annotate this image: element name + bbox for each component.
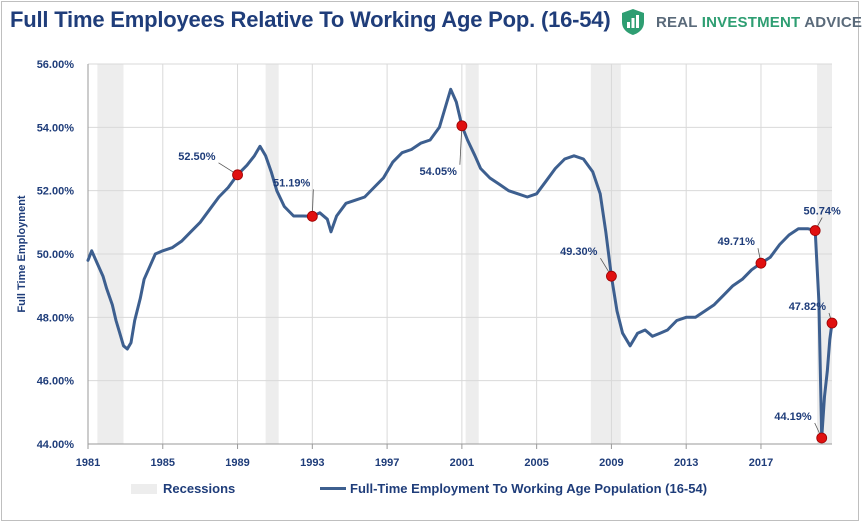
brand-name: REAL INVESTMENT ADVICE	[656, 14, 862, 31]
series-lines	[86, 87, 834, 440]
x-tick-label-3: 1993	[300, 457, 324, 469]
y-tick-label-2: 48.00%	[37, 312, 75, 324]
chart-title: Full Time Employees Relative To Working …	[10, 7, 611, 32]
x-tick-label-2: 1989	[225, 457, 249, 469]
x-tick-label-5: 2001	[450, 457, 474, 469]
legend-label-series: Full-Time Employment To Working Age Popu…	[350, 481, 708, 496]
x-tick-label-8: 2013	[674, 457, 698, 469]
annotation-label-2: 54.05%	[420, 166, 458, 178]
series-line-0	[86, 87, 834, 440]
x-tick-label-1: 1985	[151, 457, 175, 469]
annotation-label-1: 51.19%	[273, 177, 311, 189]
legend-item-recessions: Recessions	[131, 481, 235, 496]
axes: 44.00% 46.00% 48.00% 50.00% 52.00% 54.00% 56.0…	[37, 59, 832, 469]
annotation-label-7: 44.19%	[774, 411, 812, 423]
annotation-marker-6	[826, 317, 838, 329]
annotation-label-0: 52.50%	[178, 151, 216, 163]
annotation-label-5: 50.74%	[804, 206, 842, 218]
legend-item-series: Full-Time Employment To Working Age Popu…	[320, 481, 707, 496]
brand-name-part1: REAL	[656, 13, 702, 31]
x-tick-label-9: 2017	[749, 457, 773, 469]
annotation-marker-7	[816, 432, 828, 444]
legend: Recessions Full-Time Employment To Worki…	[0, 481, 862, 501]
x-tick-label-7: 2009	[599, 457, 623, 469]
x-tick-label-4: 1997	[375, 457, 399, 469]
legend-swatch-series	[320, 487, 346, 490]
y-tick-label-3: 50.00%	[37, 249, 75, 261]
annotation-marker-3	[606, 270, 617, 282]
x-tick-label-6: 2005	[524, 457, 548, 469]
annotation-marker-2	[456, 120, 468, 132]
annotations: 52.50% 51.19% 54.05% 49.30% 49.71% 50.74% 47.8…	[178, 120, 842, 444]
brand-name-part3: ADVICE	[800, 13, 862, 31]
annotation-marker-5	[809, 225, 821, 236]
y-tick-label-6: 56.00%	[37, 59, 75, 71]
y-axis-label: Full Time Employment	[16, 195, 28, 312]
y-tick-label-0: 44.00%	[37, 439, 75, 451]
y-tick-label-4: 52.00%	[37, 186, 75, 198]
bar-chart-shield-icon	[622, 9, 644, 35]
annotation-label-6: 47.82%	[789, 301, 827, 313]
brand-name-part2: INVESTMENT	[701, 13, 801, 31]
y-tick-label-1: 46.00%	[37, 376, 75, 388]
brand-logo: REAL INVESTMENT ADVICE	[620, 8, 862, 36]
annotation-marker-1	[306, 210, 318, 222]
annotation-marker-0	[232, 169, 243, 181]
x-tick-label-0: 1981	[76, 457, 100, 469]
y-tick-label-5: 54.00%	[37, 122, 75, 134]
annotation-label-4: 49.71%	[718, 236, 756, 248]
annotation-marker-4	[755, 257, 767, 269]
annotation-leader-2	[459, 125, 463, 165]
legend-swatch-recessions	[131, 483, 157, 494]
annotation-label-3: 49.30%	[560, 246, 598, 258]
legend-label-recessions: Recessions	[163, 481, 236, 496]
